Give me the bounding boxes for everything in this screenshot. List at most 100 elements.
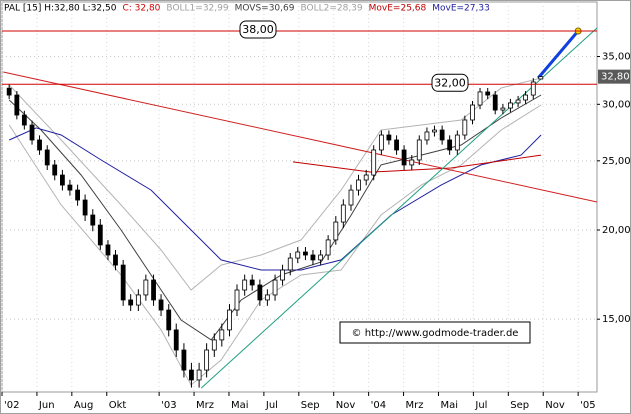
- x-tick-label: Mrz: [196, 400, 214, 411]
- candle-body: [515, 99, 521, 104]
- candle-body: [249, 279, 255, 286]
- candle-body: [158, 299, 164, 311]
- x-tick-label: '03: [161, 400, 176, 411]
- legend-item: MovE=25,68: [369, 4, 427, 14]
- legend-item: PAL [15] H:32,80 L:32,50: [4, 4, 117, 14]
- x-tick-label: Mrz: [406, 400, 424, 411]
- legend-item: BOLL2=28,39: [300, 4, 362, 14]
- candle-body: [492, 94, 498, 111]
- candle-body: [348, 189, 354, 206]
- y-tick-label: 20,00: [602, 225, 631, 236]
- candle-body: [6, 87, 12, 96]
- level-label: 32,00: [434, 76, 466, 89]
- indicator-line: [8, 77, 542, 291]
- candle-body: [386, 134, 392, 141]
- candle-body: [14, 94, 20, 116]
- candle-body: [287, 257, 293, 271]
- candle-body: [295, 251, 301, 259]
- candle-body: [371, 149, 377, 176]
- y-tick-label: 25,00: [602, 156, 631, 167]
- legend-item: BOLL1=32,99: [166, 4, 228, 14]
- x-tick-label: Aug: [74, 400, 94, 411]
- level-label: 38,00: [242, 23, 274, 36]
- candle-body: [173, 329, 179, 351]
- candle-body: [120, 264, 126, 301]
- legend-item: MOVS=30,69: [235, 4, 295, 14]
- candle-body: [500, 107, 506, 111]
- candle-body: [439, 129, 445, 141]
- candle-body: [356, 179, 361, 191]
- candle-body: [219, 329, 225, 341]
- candle-body: [211, 339, 217, 351]
- y-tick-label: 35,00: [602, 52, 631, 63]
- candle-body: [462, 119, 468, 136]
- candle-body: [60, 174, 65, 186]
- candle-body: [75, 189, 80, 201]
- candle-body: [477, 91, 483, 106]
- candle-body: [454, 134, 460, 151]
- candle-body: [151, 279, 156, 301]
- candle-body: [227, 309, 232, 331]
- x-tick-label: Jun: [38, 400, 55, 411]
- x-tick-label: '05: [580, 400, 595, 411]
- candle-body: [82, 199, 88, 216]
- candle-body: [257, 284, 263, 301]
- legend-item: C: 32,80: [122, 4, 160, 14]
- candle-body: [189, 369, 194, 381]
- candle-body: [166, 309, 172, 331]
- indicator-line: [292, 154, 542, 173]
- y-tick-label: 15,00: [602, 314, 631, 325]
- candle-body: [204, 349, 210, 371]
- candle-body: [128, 299, 134, 306]
- level-label-box: [431, 73, 469, 92]
- x-tick-label: Jul: [474, 400, 487, 411]
- candle-body: [181, 349, 187, 371]
- candle-body: [333, 221, 339, 241]
- candle-body: [272, 279, 278, 296]
- indicator-line: [537, 30, 580, 79]
- candle-body: [97, 224, 103, 246]
- candle-body: [113, 254, 118, 266]
- candle-body: [29, 124, 35, 141]
- candle-body: [44, 149, 50, 166]
- indicator-line: [8, 104, 542, 386]
- candle-body: [67, 184, 73, 191]
- candle-body: [135, 294, 141, 306]
- candle-body: [447, 139, 453, 151]
- x-tick-label: '04: [371, 400, 386, 411]
- candle-body: [280, 269, 285, 281]
- candle-body: [424, 131, 430, 141]
- last-price-box: [598, 69, 630, 84]
- x-tick-label: Sep: [510, 400, 529, 411]
- candle-body: [394, 139, 399, 151]
- candle-body: [242, 279, 248, 291]
- candle-body: [264, 294, 270, 301]
- candle-body: [303, 251, 308, 256]
- candle-body: [52, 164, 58, 176]
- x-tick-label: '02: [4, 400, 19, 411]
- x-tick-label: Nov: [545, 400, 565, 411]
- indicator-line: [3, 71, 598, 203]
- x-tick-label: Mai: [231, 400, 249, 411]
- candle-body: [432, 129, 437, 133]
- candle-body: [363, 174, 369, 181]
- legend-item: MovE=27,33: [432, 4, 490, 14]
- indicator-line: [8, 127, 542, 271]
- x-tick-label: Sep: [301, 400, 320, 411]
- candle-body: [318, 254, 324, 261]
- candle-body: [310, 254, 316, 261]
- x-tick-label: Jul: [265, 400, 278, 411]
- candle-body: [485, 91, 491, 96]
- candle-body: [409, 159, 415, 166]
- candle-body: [21, 114, 27, 126]
- x-tick-label: Nov: [336, 400, 356, 411]
- candle-body: [538, 76, 544, 80]
- candle-body: [143, 279, 149, 296]
- x-tick-label: Okt: [109, 400, 127, 411]
- candle-body: [530, 81, 536, 96]
- candle-body: [340, 204, 346, 223]
- candle-body: [90, 214, 96, 226]
- copyright-box: [339, 321, 531, 344]
- candle-body: [234, 289, 240, 311]
